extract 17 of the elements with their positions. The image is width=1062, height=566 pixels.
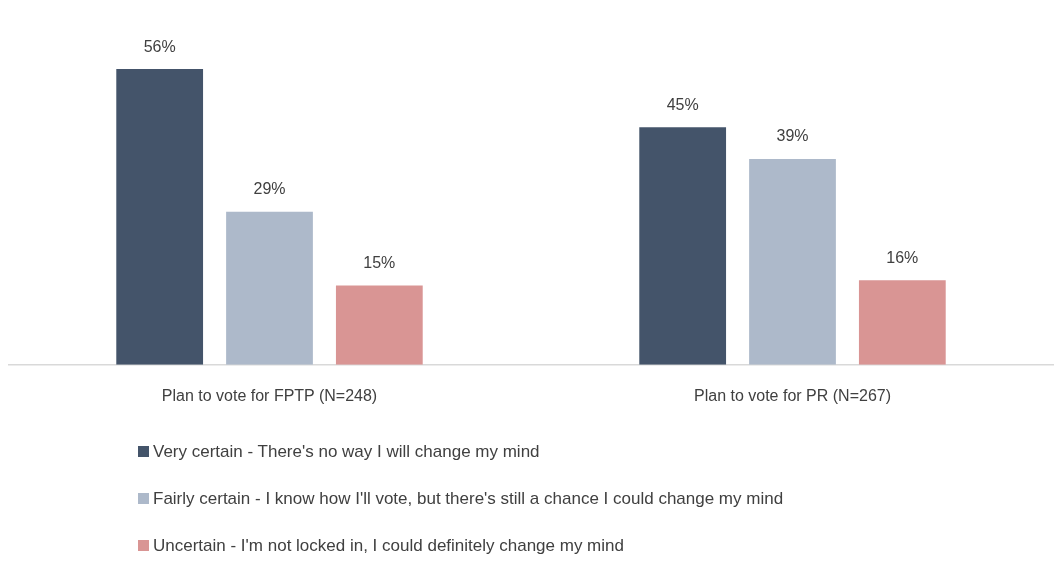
x-tick-label: Plan to vote for PR (N=267): [694, 386, 891, 404]
bar: [749, 158, 836, 365]
legend-label: Uncertain - I'm not locked in, I could definitely change my mind: [153, 535, 624, 556]
bar: [639, 127, 727, 365]
data-label: 15%: [363, 254, 396, 272]
data-label: 29%: [253, 180, 286, 198]
bar: [858, 280, 946, 365]
data-label: 39%: [776, 127, 809, 145]
data-label: 56%: [143, 37, 176, 55]
legend-label: Very certain - There's no way I will change my mind: [153, 441, 540, 462]
legend-label: Fairly certain - I know how I'll vote, but there's still a chance I could change my mind: [153, 488, 784, 509]
bar: [116, 69, 204, 365]
bar: [226, 211, 313, 365]
data-label: 45%: [666, 95, 699, 113]
data-label: 16%: [886, 248, 919, 266]
x-tick-label: Plan to vote for FPTP (N=248): [161, 386, 378, 404]
bar: [335, 285, 423, 365]
